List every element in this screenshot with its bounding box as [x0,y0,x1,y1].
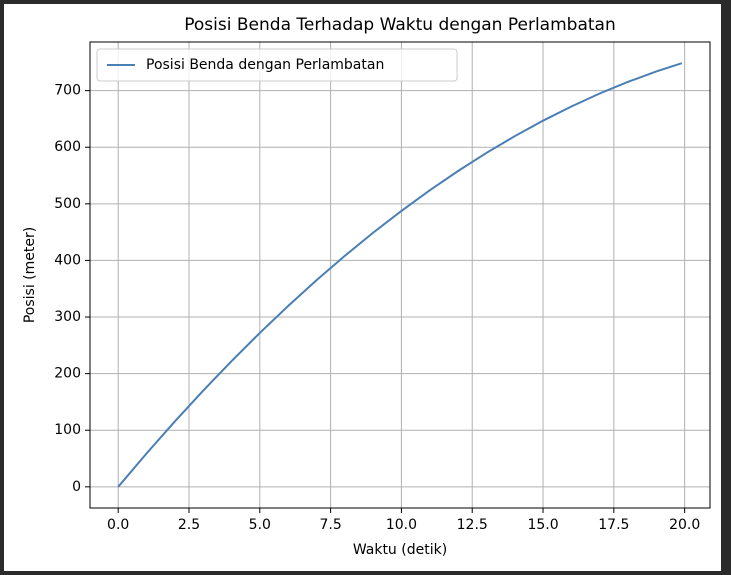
x-axis-label: Waktu (detik) [353,542,447,558]
y-axis-label: Posisi (meter) [22,227,38,323]
y-tick-label: 600 [54,139,81,155]
x-tick-label: 10.0 [386,517,417,533]
y-tick-label: 500 [54,196,81,212]
y-tick-label: 300 [54,309,81,325]
x-tick-label: 2.5 [178,517,200,533]
chart-title: Posisi Benda Terhadap Waktu dengan Perla… [184,15,615,35]
x-tick-label: 5.0 [249,517,271,533]
y-tick-label: 400 [54,252,81,268]
x-tick-label: 7.5 [319,517,341,533]
y-tick-label: 100 [54,422,81,438]
legend-label: Posisi Benda dengan Perlambatan [146,57,384,73]
y-tick-label: 700 [54,83,81,99]
x-tick-label: 20.0 [669,517,700,533]
x-tick-label: 15.0 [527,517,558,533]
x-tick-label: 17.5 [598,517,629,533]
y-tick-label: 0 [72,479,81,495]
figure-background [4,4,721,571]
x-tick-label: 12.5 [457,517,488,533]
x-tick-label: 0.0 [107,517,129,533]
y-tick-label: 200 [54,366,81,382]
legend-box [96,48,458,82]
plot-frame [89,41,711,509]
line [117,62,683,488]
